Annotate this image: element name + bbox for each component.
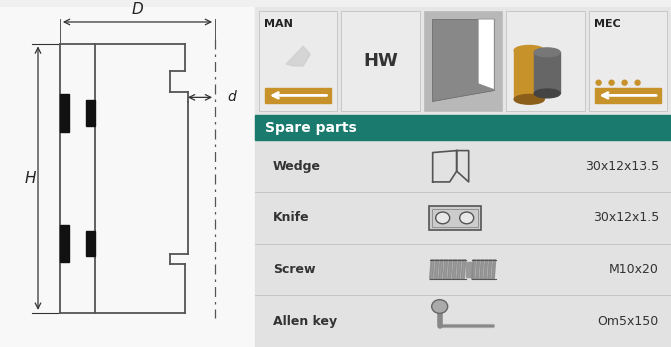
Ellipse shape <box>534 89 560 98</box>
Polygon shape <box>457 260 461 279</box>
Text: M10x20: M10x20 <box>609 263 659 276</box>
Text: Screw: Screw <box>273 263 315 276</box>
Polygon shape <box>484 260 488 279</box>
Polygon shape <box>488 260 492 279</box>
Polygon shape <box>476 260 480 279</box>
Text: Allen key: Allen key <box>273 315 337 328</box>
Polygon shape <box>461 260 466 279</box>
Text: Spare parts: Spare parts <box>265 121 357 135</box>
Bar <box>86 230 95 256</box>
Polygon shape <box>429 260 434 279</box>
Text: MEC: MEC <box>594 19 621 29</box>
Bar <box>588 11 667 111</box>
Polygon shape <box>452 260 457 279</box>
Polygon shape <box>472 260 476 279</box>
Bar <box>255 7 671 115</box>
Bar <box>255 115 671 347</box>
Text: 30x12x13.5: 30x12x13.5 <box>585 160 659 173</box>
Text: d: d <box>227 90 236 104</box>
Text: HW: HW <box>363 52 398 70</box>
Polygon shape <box>478 19 495 90</box>
Circle shape <box>596 80 601 85</box>
Text: Knife: Knife <box>273 211 309 225</box>
Text: H: H <box>24 171 36 186</box>
Bar <box>0 7 255 347</box>
Bar <box>514 50 544 99</box>
Polygon shape <box>448 260 452 279</box>
Bar <box>60 94 69 132</box>
Text: MAN: MAN <box>264 19 293 29</box>
Ellipse shape <box>435 212 450 224</box>
Bar <box>431 209 478 227</box>
Bar <box>595 87 661 103</box>
Ellipse shape <box>460 212 474 224</box>
Ellipse shape <box>534 48 560 57</box>
Polygon shape <box>287 46 310 66</box>
Ellipse shape <box>431 300 448 313</box>
Bar <box>534 52 560 93</box>
Circle shape <box>622 80 627 85</box>
Text: Om5x150: Om5x150 <box>598 315 659 328</box>
Bar <box>429 206 480 230</box>
Bar <box>86 100 95 126</box>
Text: 30x12x1.5: 30x12x1.5 <box>592 211 659 225</box>
Circle shape <box>609 80 614 85</box>
Bar <box>259 11 338 111</box>
Bar <box>466 262 472 277</box>
Polygon shape <box>432 19 495 101</box>
Text: Wedge: Wedge <box>273 160 321 173</box>
Ellipse shape <box>514 94 544 104</box>
Polygon shape <box>480 260 484 279</box>
Bar <box>342 11 420 111</box>
Bar <box>255 115 671 141</box>
Bar <box>506 11 584 111</box>
Circle shape <box>635 80 640 85</box>
Polygon shape <box>492 260 496 279</box>
Bar <box>424 11 502 111</box>
Polygon shape <box>443 260 448 279</box>
Text: D: D <box>132 2 144 17</box>
Bar <box>265 87 331 103</box>
Polygon shape <box>434 260 439 279</box>
Ellipse shape <box>514 45 544 55</box>
Polygon shape <box>439 260 443 279</box>
Bar <box>60 225 69 262</box>
